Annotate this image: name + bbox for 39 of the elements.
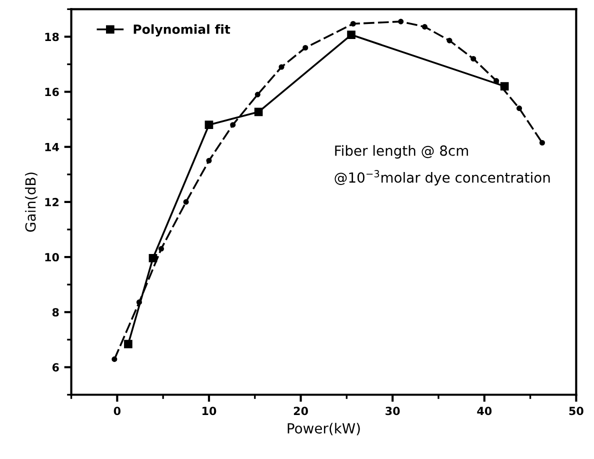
point	[112, 356, 118, 362]
y-tick-label: 14	[45, 143, 59, 152]
point	[278, 64, 284, 70]
point	[124, 340, 132, 348]
x-tick-label: 30	[386, 406, 400, 416]
point	[446, 38, 452, 44]
y-axis-title: Gain(dB)	[25, 172, 38, 232]
y-tick-label: 10	[45, 253, 59, 262]
point	[422, 24, 428, 30]
point	[398, 18, 404, 24]
x-tick-label: 10	[202, 406, 216, 416]
x-tick-label: 50	[569, 406, 584, 416]
point	[350, 21, 356, 27]
point	[539, 140, 545, 146]
x-tick-label: 40	[477, 406, 492, 416]
x-tick-label: 0	[114, 406, 121, 416]
annotation: @10$^{−3}$molar dye concentration	[334, 170, 550, 186]
legend-label: Polynomial fit	[134, 24, 230, 36]
x-axis-title: Power(kW)	[288, 422, 360, 436]
y-tick-label: 12	[45, 198, 59, 206]
point	[206, 158, 212, 164]
y-tick-label: 8	[52, 308, 59, 316]
point	[254, 92, 260, 98]
y-tick-label: 18	[45, 32, 59, 42]
point	[183, 199, 189, 205]
point	[302, 44, 308, 51]
point	[204, 120, 214, 130]
annotation: Fiber length @ 8cm	[335, 145, 468, 159]
point	[347, 30, 356, 39]
point	[148, 254, 158, 262]
point	[254, 108, 263, 116]
point	[230, 122, 236, 128]
point	[136, 299, 142, 305]
y-tick-label: 6	[52, 363, 59, 372]
point	[516, 106, 522, 112]
point	[158, 246, 164, 252]
point	[470, 56, 476, 62]
y-tick-label: 16	[45, 88, 59, 96]
x-tick-label: 20	[294, 406, 308, 416]
